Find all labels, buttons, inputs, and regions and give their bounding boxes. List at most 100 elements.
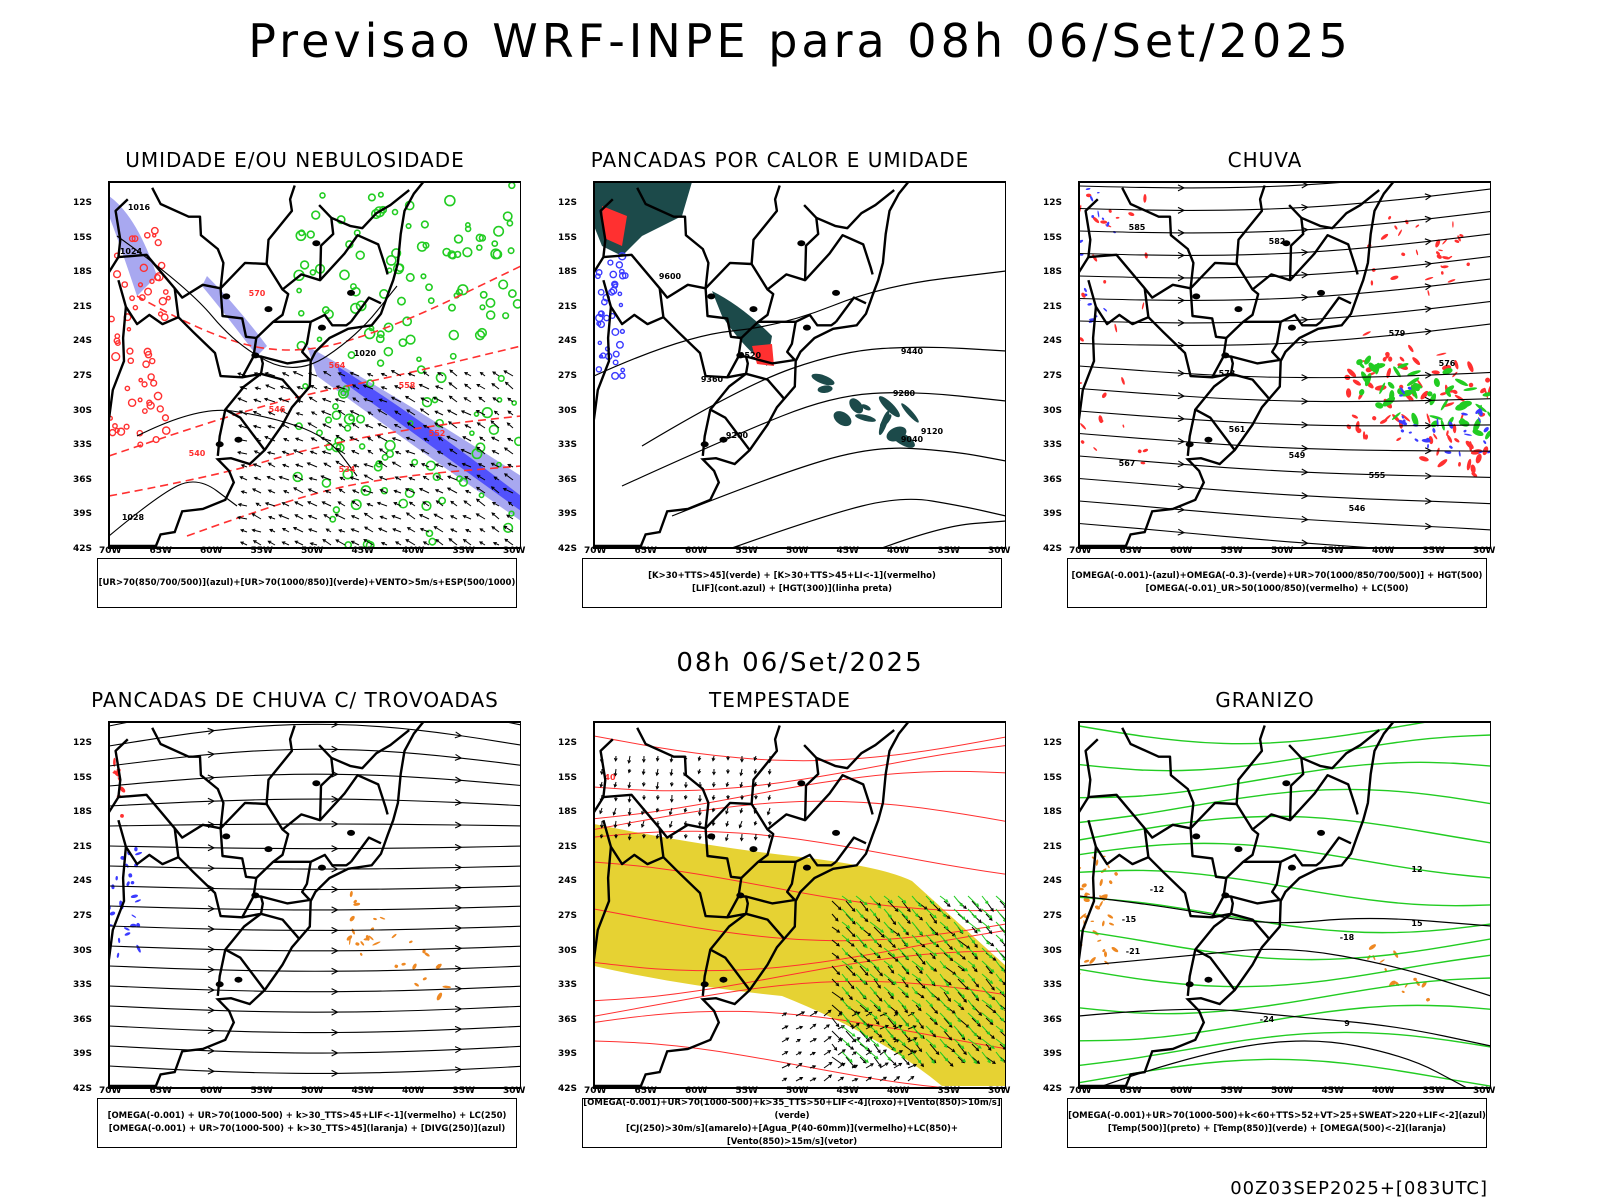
streamline <box>1079 432 1491 452</box>
wind-vector-head <box>947 954 951 959</box>
longitude-label: 45W <box>836 1086 859 1096</box>
field-cell <box>372 176 381 178</box>
wind-vector-head <box>898 1024 903 1029</box>
streamline-arrow <box>207 1006 216 1014</box>
field-cell <box>391 933 397 939</box>
wind-vector-head <box>308 396 313 401</box>
wind-vector-head <box>978 1012 983 1016</box>
wind-vector-head <box>988 994 993 999</box>
wind-vector <box>883 947 896 957</box>
wind-vector <box>855 1025 869 1039</box>
wind-vector-head <box>974 944 978 949</box>
longitude-label: 60W <box>685 1086 708 1096</box>
wind-vector <box>323 514 332 520</box>
wind-vector <box>869 934 878 944</box>
contour-label: 9040 <box>901 435 924 444</box>
wind-vector <box>855 999 870 1011</box>
field-cell <box>431 176 439 178</box>
wind-vector <box>264 398 276 403</box>
latitude-label: 12S <box>1043 198 1063 208</box>
wind-vector-head <box>999 938 1004 943</box>
streamline-arrow <box>331 906 339 914</box>
wind-vector <box>859 1004 868 1012</box>
field-cell <box>1391 412 1401 420</box>
field-cell <box>1421 981 1427 988</box>
field-cell <box>1401 414 1411 422</box>
latitude-label: 21S <box>73 841 93 852</box>
wind-vector <box>887 1017 897 1028</box>
wind-vector <box>448 382 458 390</box>
wind-vector-head <box>322 539 327 543</box>
wind-vector <box>869 908 877 917</box>
field-cell <box>1362 331 1371 336</box>
wind-vector-head <box>998 978 1003 983</box>
wind-vector-head <box>862 994 867 999</box>
longitude-label: 55W <box>250 1086 273 1096</box>
wind-vector <box>464 397 472 403</box>
border-line <box>301 861 312 901</box>
wind-vector-head <box>309 450 314 455</box>
field-cell <box>443 176 451 178</box>
field-cell <box>485 310 496 320</box>
wind-vector-head <box>916 939 921 944</box>
field-cell <box>349 936 351 945</box>
wind-vector-head <box>491 501 496 506</box>
field-cell <box>398 338 408 347</box>
latitude-label: 36S <box>558 474 578 485</box>
lake-marker <box>312 240 321 247</box>
field-cell <box>1447 279 1456 283</box>
field-cell <box>1408 431 1412 434</box>
field-cell <box>398 498 409 509</box>
wind-vector <box>859 965 869 976</box>
wind-vector-head <box>946 1007 951 1011</box>
wind-vector <box>897 947 909 960</box>
wind-vector <box>907 1076 914 1082</box>
streamline-arrow <box>207 986 216 994</box>
wind-vector <box>939 973 950 987</box>
field-cell <box>428 176 439 179</box>
streamline-arrow <box>454 924 463 932</box>
field-cell <box>366 176 374 178</box>
field-cell <box>417 176 428 177</box>
streamline-arrow <box>1177 415 1186 423</box>
wind-vector <box>739 820 743 828</box>
wind-vector <box>321 475 332 481</box>
latitude-label: 12S <box>1043 738 1063 748</box>
field-cell <box>1101 392 1107 399</box>
field-cell <box>316 336 323 343</box>
wind-vector-head <box>668 824 673 829</box>
field-cell <box>1433 377 1440 388</box>
contour-label: 40 <box>604 773 616 782</box>
wind-vector <box>869 1038 879 1047</box>
field-cell <box>1389 390 1395 401</box>
contour-label: -12 <box>1150 885 1164 894</box>
field-cell <box>849 398 864 414</box>
wind-vector-head <box>263 397 268 402</box>
wind-vector-head <box>936 997 941 1001</box>
wind-vector-head <box>835 982 840 987</box>
field-cell <box>1440 265 1443 268</box>
wind-vector-head <box>349 410 354 414</box>
wind-vector-head <box>851 1033 856 1037</box>
wind-vector <box>841 973 848 982</box>
field-cell <box>448 329 460 341</box>
streamline-arrow <box>1177 369 1186 377</box>
wind-vector-head <box>613 757 618 762</box>
wind-vector-head <box>378 448 383 452</box>
wind-vector <box>308 422 318 429</box>
field-cell <box>1398 229 1402 237</box>
field-cell <box>609 270 618 279</box>
field-cell <box>1413 977 1417 981</box>
wind-vector <box>449 395 458 403</box>
wind-vector <box>957 965 965 972</box>
wind-vector-head <box>850 985 855 990</box>
wind-vector-head <box>874 977 879 982</box>
wind-vector <box>915 1004 922 1011</box>
wind-vector <box>435 463 444 468</box>
temp-850-contour <box>1079 896 1491 934</box>
latitude-label: 15S <box>558 772 578 783</box>
wind-vector-head <box>251 488 256 492</box>
wind-vector-head <box>960 1045 965 1050</box>
wind-vector-head <box>490 462 495 467</box>
wind-vector-head <box>338 488 343 493</box>
